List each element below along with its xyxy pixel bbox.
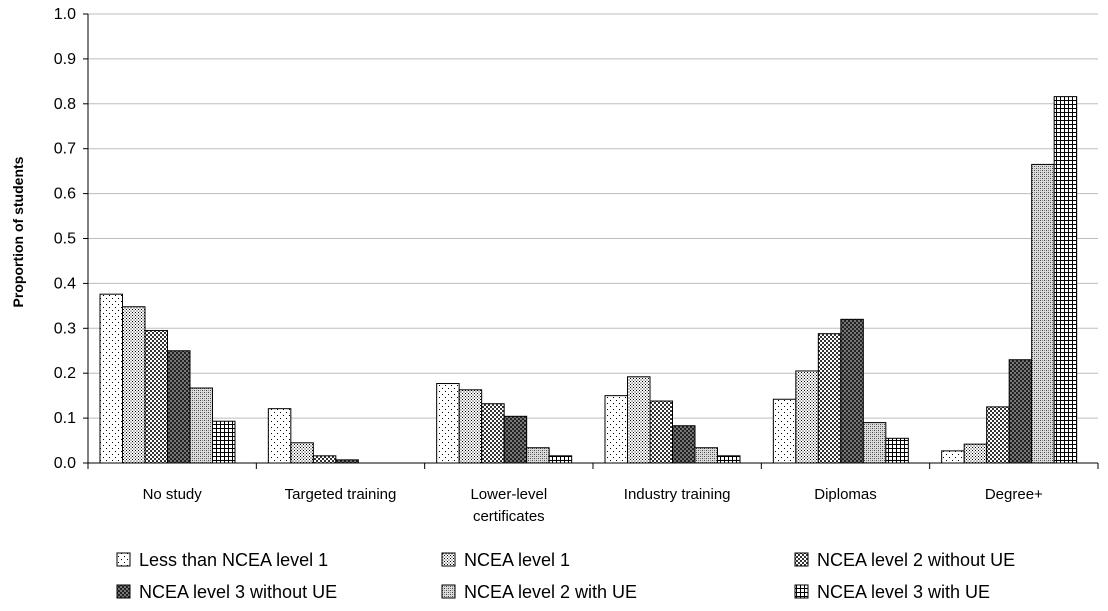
x-category-label: Diplomas bbox=[814, 486, 877, 503]
bar bbox=[672, 425, 696, 464]
y-tick-label: 0.6 bbox=[54, 186, 76, 203]
y-tick-label: 0.4 bbox=[54, 275, 76, 292]
y-tick-label: 0.8 bbox=[54, 96, 76, 113]
y-tick-label: 0.1 bbox=[54, 410, 76, 427]
y-tick-label: 0.5 bbox=[54, 231, 76, 248]
bar bbox=[458, 389, 483, 464]
bar bbox=[189, 387, 213, 464]
bar bbox=[840, 318, 864, 464]
x-category-label: Targeted training bbox=[285, 486, 397, 503]
legend-swatch bbox=[116, 584, 131, 599]
x-category-label: certificates bbox=[473, 508, 545, 525]
bar bbox=[604, 395, 628, 464]
legend-swatch bbox=[794, 552, 809, 567]
bar bbox=[548, 455, 573, 464]
y-tick-label: 1.0 bbox=[54, 6, 76, 23]
bar bbox=[99, 293, 123, 464]
y-tick-label: 0.0 bbox=[54, 455, 76, 472]
y-axis-title: Proportion of students bbox=[10, 156, 26, 307]
bar bbox=[885, 437, 909, 464]
bar bbox=[436, 383, 460, 464]
legend-label: Less than NCEA level 1 bbox=[139, 550, 328, 570]
x-category-label: Degree+ bbox=[985, 486, 1043, 503]
bar bbox=[649, 400, 673, 464]
legend: Less than NCEA level 1 NCEA level 1 NCEA l… bbox=[116, 550, 1015, 602]
bar bbox=[941, 450, 965, 464]
bar bbox=[1008, 359, 1033, 464]
bar bbox=[212, 420, 236, 464]
x-category-label: No study bbox=[143, 486, 203, 503]
bar bbox=[694, 447, 718, 464]
legend-label: NCEA level 1 bbox=[464, 550, 570, 570]
bars bbox=[99, 96, 1078, 464]
bar bbox=[312, 455, 337, 464]
y-axis-ticks: 0.0 0.1 0.2 0.3 0.4 0.5 0.6 0.7 0.8 0.9 1.0 bbox=[54, 6, 88, 472]
bar bbox=[817, 333, 842, 464]
legend-label: NCEA level 2 without UE bbox=[817, 550, 1015, 570]
bar bbox=[963, 443, 988, 464]
bar bbox=[1053, 96, 1078, 464]
bar bbox=[717, 455, 741, 464]
bar bbox=[481, 403, 505, 464]
bar bbox=[772, 398, 797, 464]
bar bbox=[267, 408, 292, 464]
y-tick-label: 0.2 bbox=[54, 365, 76, 382]
y-tick-label: 0.7 bbox=[54, 141, 76, 158]
bar bbox=[167, 350, 191, 464]
bar bbox=[503, 415, 528, 464]
bar bbox=[122, 306, 146, 464]
bar bbox=[795, 370, 819, 464]
legend-label: NCEA level 2 with UE bbox=[464, 582, 637, 602]
bar bbox=[144, 330, 168, 464]
legend-swatch bbox=[794, 584, 809, 599]
bar bbox=[1031, 163, 1055, 464]
legend-swatch bbox=[441, 552, 456, 567]
bar bbox=[526, 447, 550, 464]
legend-swatch bbox=[116, 552, 131, 567]
gridlines bbox=[88, 13, 1098, 419]
bar bbox=[627, 376, 651, 464]
bar bbox=[862, 422, 887, 464]
legend-label: NCEA level 3 with UE bbox=[817, 582, 990, 602]
x-category-label: Lower-level bbox=[470, 486, 547, 503]
axes bbox=[87, 14, 1099, 469]
y-tick-label: 0.3 bbox=[54, 320, 76, 337]
legend-label: NCEA level 3 without UE bbox=[139, 582, 337, 602]
x-axis-category-labels: No study Targeted training Lower-level cert… bbox=[143, 486, 1043, 525]
bar bbox=[290, 442, 314, 464]
bar bbox=[986, 406, 1010, 464]
y-tick-label: 0.9 bbox=[54, 51, 76, 68]
legend-swatch bbox=[441, 584, 456, 599]
x-category-label: Industry training bbox=[624, 486, 731, 503]
